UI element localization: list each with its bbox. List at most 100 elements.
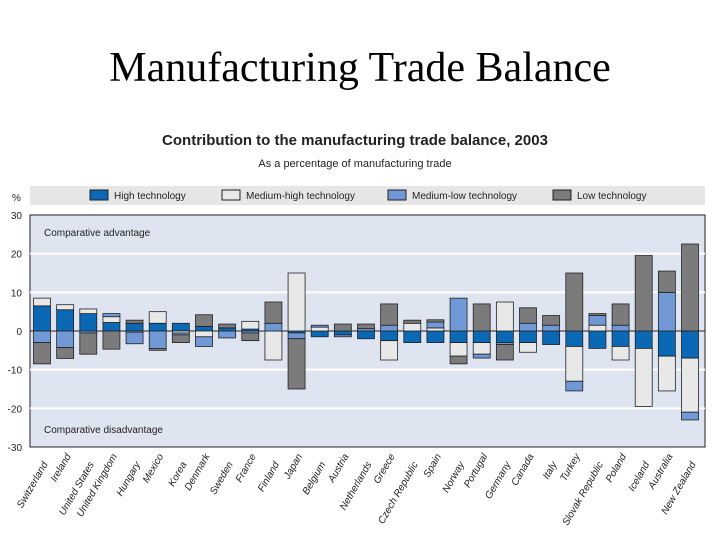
- x-tick-label: Ireland: [49, 452, 74, 484]
- slide-title: Manufacturing Trade Balance: [109, 45, 611, 91]
- x-tick-label: Austria: [326, 452, 352, 486]
- bar-group: [264, 301, 283, 361]
- bar-group: [588, 313, 607, 349]
- annotation-comparative-advantage: Comparative advantage: [44, 228, 151, 239]
- bar-segment: [171, 334, 190, 344]
- bar-segment: [102, 322, 121, 332]
- bar-segment: [171, 322, 190, 332]
- y-tick-label: -20: [8, 404, 23, 415]
- bar-segment: [403, 319, 422, 324]
- x-tick-label: Turkey: [558, 451, 583, 483]
- x-tick-label: Japan: [282, 452, 306, 482]
- bar-group: [495, 301, 514, 361]
- bar-segment: [102, 316, 121, 323]
- bar-segment: [426, 319, 445, 323]
- chart-title: Contribution to the manufacturing trade …: [162, 132, 548, 149]
- bar-group: [171, 322, 190, 344]
- bar-segment: [380, 340, 399, 361]
- bar-group: [333, 323, 352, 338]
- bar-group: [657, 270, 676, 392]
- y-tick-label: 20: [11, 250, 23, 261]
- bar-group: [241, 320, 260, 342]
- bar-segment: [472, 330, 491, 344]
- bar-segment: [33, 297, 51, 307]
- bar-segment: [495, 344, 514, 361]
- bar-segment: [472, 353, 491, 359]
- legend-swatch: [387, 189, 407, 201]
- x-tick-label: Finland: [256, 460, 282, 494]
- bar-segment: [380, 324, 399, 332]
- bar-segment: [218, 323, 237, 329]
- bar-segment: [310, 324, 329, 328]
- bar-segment: [657, 291, 676, 332]
- bar-segment: [611, 303, 630, 326]
- bar-segment: [519, 330, 537, 344]
- bar-segment: [426, 327, 445, 332]
- bar-segment: [264, 301, 283, 324]
- bar-segment: [611, 324, 630, 332]
- bar-segment: [33, 342, 51, 365]
- bar-segment: [218, 330, 237, 339]
- x-tick-label: Canada: [510, 452, 537, 488]
- bar-segment: [148, 330, 167, 349]
- x-tick-label: Norway: [441, 459, 468, 495]
- bar-segment: [588, 324, 607, 332]
- bar-group: [681, 243, 699, 421]
- bar-segment: [588, 330, 607, 349]
- legend-swatch: [221, 189, 241, 201]
- bar-segment: [542, 330, 561, 345]
- legend-label: Medium-low technology: [412, 191, 517, 202]
- bar-segment: [681, 330, 699, 359]
- bar-group: [472, 303, 491, 359]
- bar-segment: [241, 320, 260, 330]
- bar-segment: [657, 355, 676, 392]
- bar-segment: [287, 332, 306, 340]
- bar-segment: [611, 330, 630, 347]
- bar-segment: [195, 314, 213, 327]
- bar-group: [403, 319, 422, 344]
- x-tick-label: Mexico: [141, 452, 167, 485]
- bar-segment: [426, 321, 445, 329]
- bar-segment: [357, 323, 375, 330]
- legend-swatch: [552, 189, 572, 201]
- x-tick-label: Portugal: [462, 451, 491, 489]
- bar-segment: [333, 334, 352, 338]
- y-tick-label: 30: [11, 211, 23, 222]
- bar-segment: [79, 332, 98, 355]
- x-tick-label: Australia: [646, 452, 676, 492]
- bar-group: [310, 324, 329, 338]
- bar-group: [287, 272, 306, 390]
- bar-segment: [565, 380, 584, 392]
- legend-label: High technology: [114, 191, 186, 202]
- bar-group: [634, 255, 653, 407]
- y-axis-unit: %: [12, 193, 21, 204]
- bar-segment: [519, 307, 537, 324]
- bar-segment: [264, 322, 283, 332]
- bar-group: [125, 319, 144, 345]
- bar-segment: [449, 297, 468, 332]
- bar-segment: [102, 313, 121, 318]
- bar-group: [195, 314, 213, 347]
- bar-segment: [241, 332, 260, 342]
- bar-segment: [495, 330, 514, 344]
- bar-segment: [79, 308, 98, 314]
- x-tick-label: Poland: [604, 452, 629, 485]
- bar-segment: [542, 315, 561, 326]
- bar-segment: [449, 330, 468, 344]
- x-tick-label: Spain: [422, 452, 445, 480]
- bar-group: [357, 323, 375, 340]
- bar-segment: [657, 330, 676, 357]
- bar-segment: [333, 323, 352, 332]
- bar-segment: [333, 330, 352, 336]
- bar-group: [611, 303, 630, 361]
- bar-group: [102, 313, 121, 350]
- y-tick-label: 10: [11, 288, 23, 299]
- bar-segment: [195, 336, 213, 347]
- bar-group: [79, 308, 98, 355]
- bar-segment: [56, 330, 75, 349]
- y-tick-label: 0: [16, 327, 22, 338]
- bar-segment: [125, 331, 144, 345]
- bar-segment: [588, 315, 607, 326]
- bar-group: [218, 323, 237, 339]
